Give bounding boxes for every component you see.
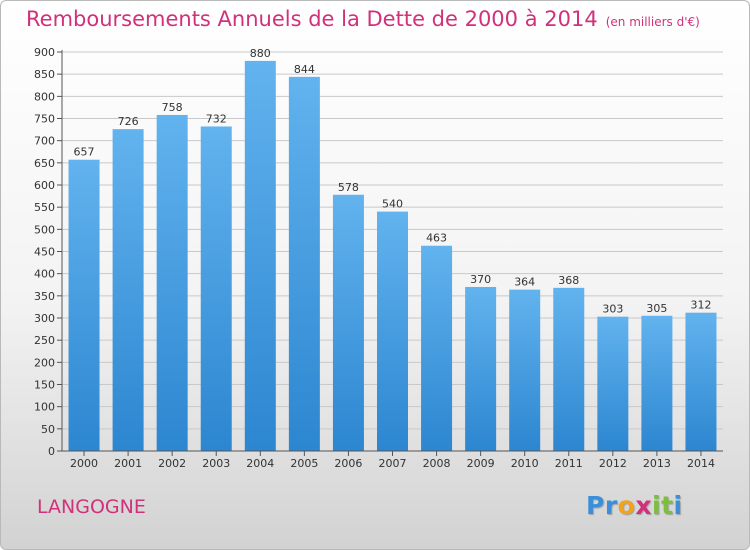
bar: [421, 245, 453, 451]
x-tick-label: 2005: [290, 457, 318, 470]
bar: [332, 194, 364, 451]
x-tick-label: 2010: [511, 457, 539, 470]
bar-value-label: 305: [646, 302, 667, 315]
y-tick-label: 550: [34, 201, 55, 214]
y-tick-label: 750: [34, 113, 55, 126]
x-tick-label: 2004: [246, 457, 274, 470]
logo-letter: P: [586, 491, 605, 520]
bar: [597, 316, 629, 451]
bar-value-label: 540: [382, 198, 403, 211]
x-tick-label: 2001: [114, 457, 142, 470]
logo-letter: i: [652, 491, 662, 520]
bar-value-label: 844: [294, 63, 315, 76]
x-tick-label: 2013: [643, 457, 671, 470]
x-tick-label: 2014: [687, 457, 715, 470]
bar: [288, 76, 320, 452]
y-tick-label: 800: [34, 90, 55, 103]
bar: [156, 114, 188, 451]
y-tick-label: 50: [41, 423, 55, 436]
bar: [68, 159, 100, 452]
y-tick-label: 400: [34, 268, 55, 281]
bar-value-label: 578: [338, 181, 359, 194]
bar-value-label: 758: [162, 101, 183, 114]
y-tick-label: 250: [34, 334, 55, 347]
bar-value-label: 732: [206, 112, 227, 125]
y-tick-label: 700: [34, 135, 55, 148]
y-tick-label: 850: [34, 68, 55, 81]
bars: 657 726 758 732 880 844 578 540 463 370 364 368 303 3…: [68, 47, 717, 452]
bar: [509, 289, 541, 451]
logo-letter: r: [604, 491, 618, 520]
x-tick-label: 2003: [202, 457, 230, 470]
y-tick-label: 200: [34, 356, 55, 369]
y-tick-label: 100: [34, 401, 55, 414]
commune-name: LANGOGNE: [37, 496, 146, 518]
bar: [553, 287, 585, 451]
bar-value-label: 303: [602, 303, 623, 316]
bar: [685, 312, 717, 451]
x-tick-label: 2000: [70, 457, 98, 470]
bar: [377, 211, 408, 451]
bar-value-label: 368: [558, 274, 579, 287]
y-tick-label: 650: [34, 157, 55, 170]
y-tick-label: 300: [34, 312, 55, 325]
x-tick-label: 2012: [599, 457, 627, 470]
y-tick-label: 500: [34, 223, 55, 236]
bar-value-label: 312: [690, 299, 711, 312]
y-tick-label: 150: [34, 379, 55, 392]
bar-value-label: 463: [426, 232, 447, 245]
y-tick-label: 600: [34, 179, 55, 192]
bar-value-label: 370: [470, 273, 491, 286]
x-tick-label: 2008: [423, 457, 451, 470]
logo-letter: i: [673, 491, 683, 520]
bar-value-label: 657: [74, 146, 95, 159]
y-tick-label: 0: [48, 445, 55, 458]
bar: [465, 286, 497, 451]
chart-subtitle: (en milliers d'€): [605, 15, 700, 29]
proxiti-logo: Proxiti: [586, 491, 683, 520]
bar-value-label: 726: [118, 115, 139, 128]
x-tick-label: 2002: [158, 457, 186, 470]
chart-title-text: Remboursements Annuels de la Dette de 20…: [26, 7, 598, 31]
x-tick-label: 2011: [555, 457, 583, 470]
bar: [641, 315, 673, 451]
x-tick-label: 2006: [334, 457, 362, 470]
x-tick-label: 2007: [379, 457, 407, 470]
y-tick-label: 350: [34, 290, 55, 303]
bar: [200, 126, 232, 451]
bar-value-label: 880: [250, 47, 271, 60]
logo-letter: x: [635, 491, 652, 520]
bar: [112, 129, 144, 451]
logo-letter: t: [661, 491, 674, 520]
y-tick-label: 450: [34, 246, 55, 259]
bar-value-label: 364: [514, 276, 535, 289]
chart-title: Remboursements Annuels de la Dette de 20…: [26, 7, 700, 31]
bar: [244, 60, 276, 451]
axes: 0 50 100 150 200 250 300 350 400 450 500 550 600 650 7…: [34, 46, 723, 470]
logo-letter: o: [617, 491, 636, 520]
y-tick-label: 900: [34, 46, 55, 59]
x-tick-label: 2009: [467, 457, 495, 470]
